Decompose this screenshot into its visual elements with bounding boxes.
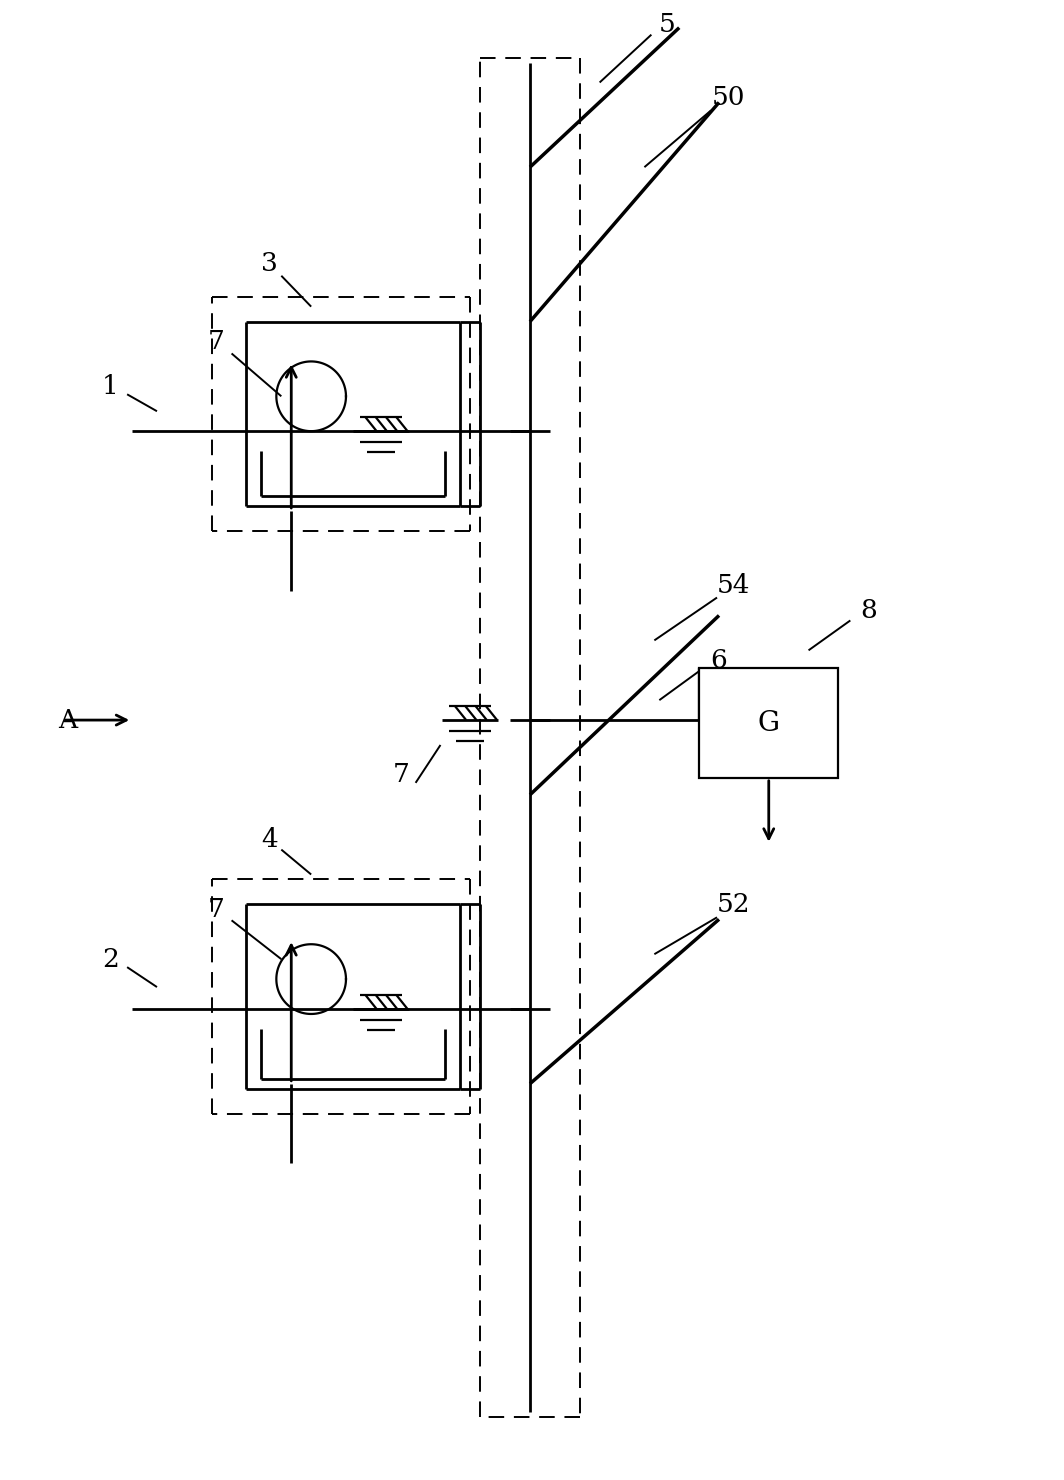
Text: 5: 5 (659, 12, 676, 37)
Text: 3: 3 (261, 252, 278, 277)
Text: 7: 7 (209, 897, 226, 922)
Text: 2: 2 (102, 947, 119, 972)
Text: A: A (57, 707, 77, 733)
Text: 52: 52 (717, 892, 751, 918)
Text: 50: 50 (712, 84, 746, 110)
Text: 8: 8 (860, 598, 877, 623)
Text: 4: 4 (261, 827, 278, 852)
Text: 54: 54 (717, 573, 751, 598)
Text: G: G (758, 709, 780, 737)
Text: 7: 7 (209, 329, 226, 354)
Text: 6: 6 (711, 648, 728, 673)
Bar (699, 669, 838, 778)
Text: 1: 1 (102, 374, 118, 398)
Text: 7: 7 (393, 762, 410, 787)
